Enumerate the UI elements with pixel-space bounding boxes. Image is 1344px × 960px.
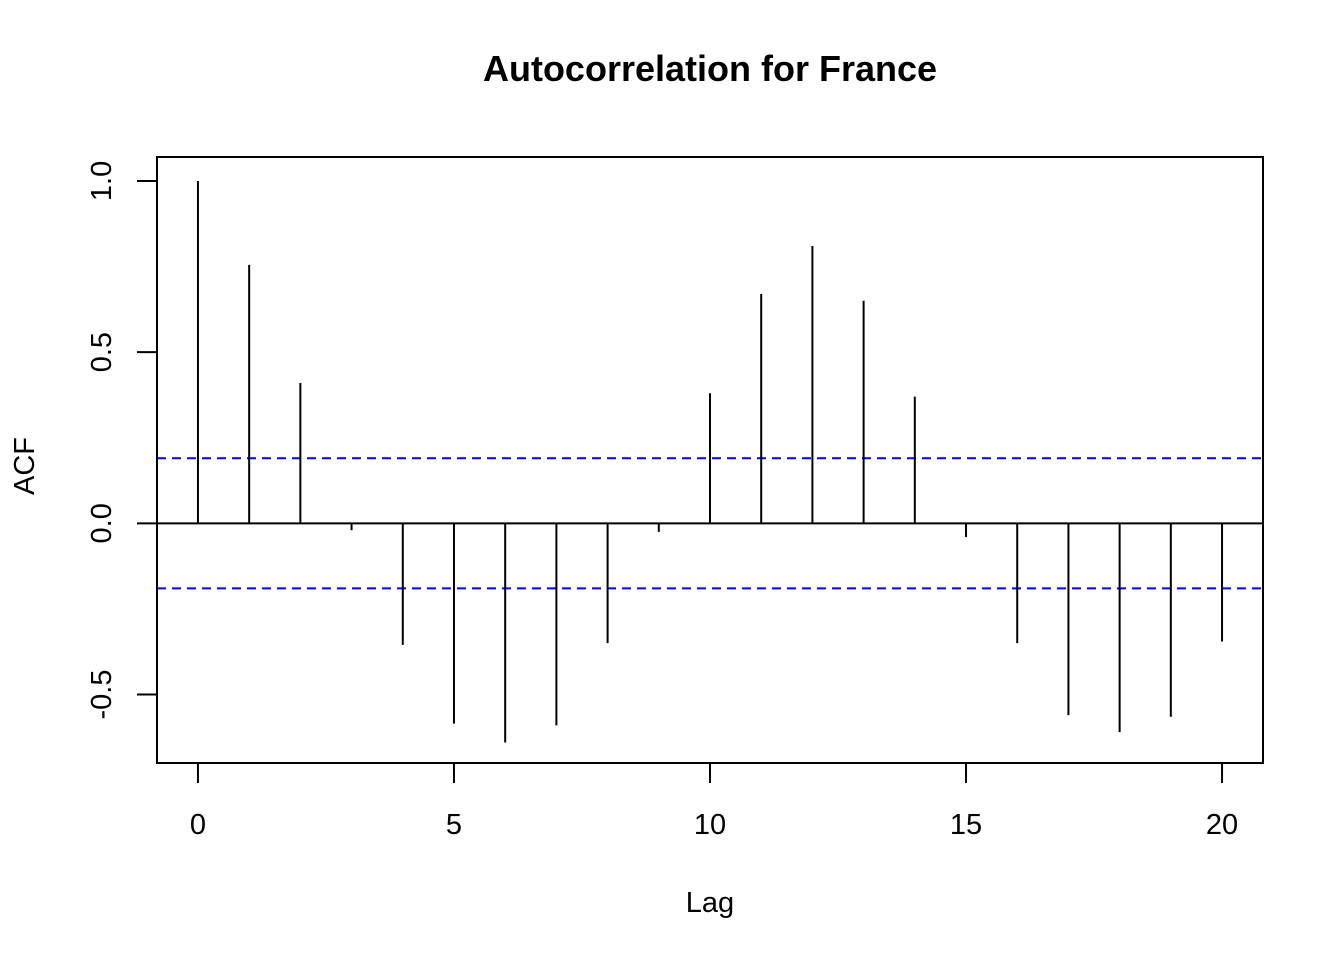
- y-axis: -0.5 0.0 0.5 1.0: [86, 161, 158, 720]
- acf-bars-group: [196, 180, 1224, 743]
- x-tick-label-5: 5: [446, 809, 462, 841]
- y-tick-label--0.5: -0.5: [86, 670, 118, 720]
- x-axis-label: Lag: [686, 887, 734, 919]
- x-tick-label-0: 0: [190, 809, 206, 841]
- y-tick-label-0.5: 0.5: [86, 332, 118, 372]
- y-axis-label: ACF: [9, 437, 41, 495]
- x-tick-label-10: 10: [694, 809, 726, 841]
- x-axis: 0 5 10 15 20: [190, 762, 1238, 841]
- y-tick-label-0.0: 0.0: [86, 503, 118, 543]
- x-tick-label-15: 15: [950, 809, 982, 841]
- x-tick-label-20: 20: [1206, 809, 1238, 841]
- chart-title: Autocorrelation for France: [483, 48, 937, 89]
- confidence-bounds-group: [157, 457, 1263, 590]
- y-tick-label-1.0: 1.0: [86, 161, 118, 201]
